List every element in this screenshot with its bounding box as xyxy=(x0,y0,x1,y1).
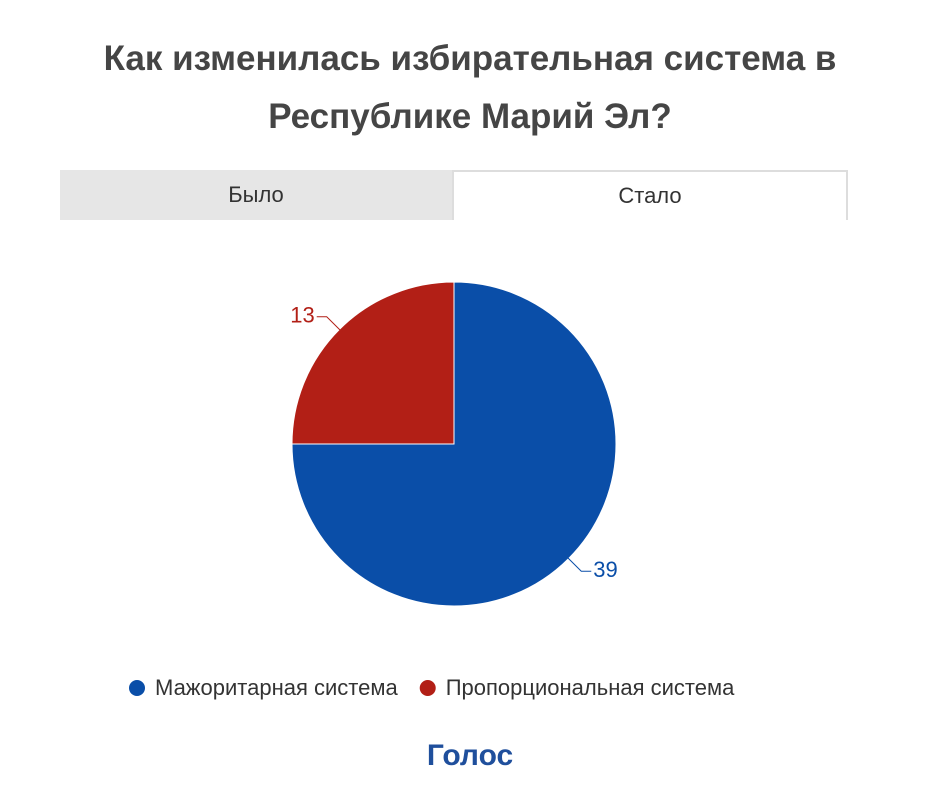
tab[interactable]: Было xyxy=(60,170,452,220)
tab[interactable]: Стало xyxy=(452,170,848,220)
tabs: Было Стало xyxy=(60,170,848,220)
logo: Голос xyxy=(427,739,513,772)
legend-label: Мажоритарная система xyxy=(155,675,398,700)
legend-marker xyxy=(419,680,436,696)
leader-line xyxy=(316,316,343,333)
legend-marker xyxy=(129,680,145,696)
value-label: 13 xyxy=(290,303,314,328)
legend-label: Пропорциональная система xyxy=(446,675,735,700)
value-label: 39 xyxy=(593,557,617,582)
pie-slice xyxy=(291,281,455,445)
leader-line xyxy=(565,555,592,572)
chart-title: Как изменилась избирательная система в Р… xyxy=(103,39,837,136)
